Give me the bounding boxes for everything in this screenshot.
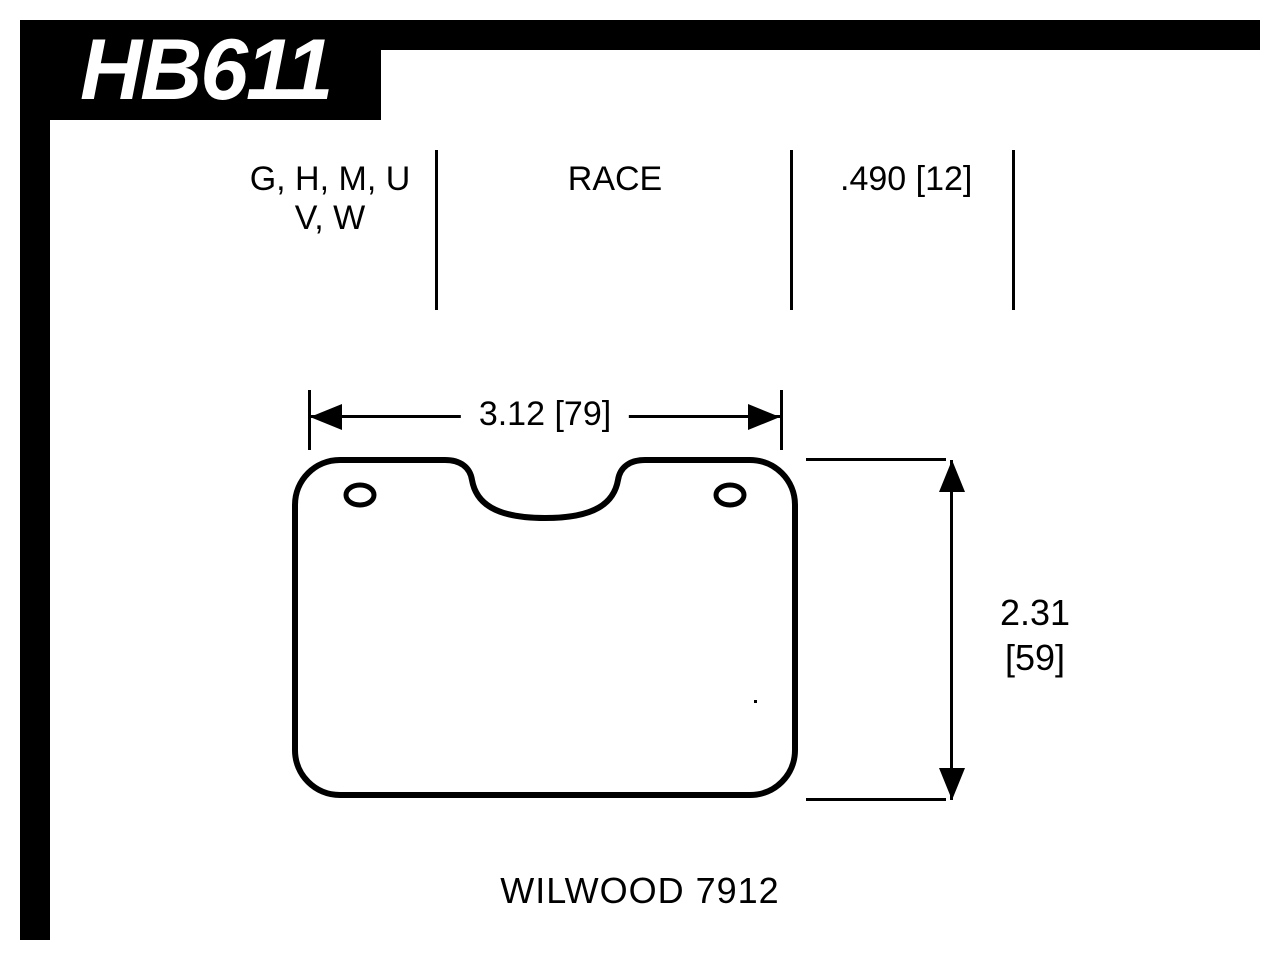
frame-left-border: [20, 20, 50, 940]
speck: [754, 700, 757, 703]
info-divider-3: [1012, 150, 1015, 310]
compound-codes-line1: G, H, M, U: [250, 160, 411, 198]
width-dim-label: 3.12 [79]: [461, 395, 629, 434]
arrow-up-icon: [939, 460, 965, 492]
width-extension-right: [780, 390, 783, 450]
height-mm: [59]: [1005, 637, 1065, 678]
info-divider-2: [790, 150, 793, 310]
thickness-inches: .490: [840, 160, 906, 198]
bolt-hole-left: [346, 485, 374, 505]
width-dimension: 3.12 [79]: [310, 385, 780, 445]
bolt-hole-right: [716, 485, 744, 505]
thickness-mm: [12]: [916, 160, 973, 198]
width-inches: 3.12: [479, 395, 545, 433]
part-number-title: HB611: [40, 20, 381, 120]
width-mm: [79]: [554, 395, 611, 433]
height-inches: 2.31: [1000, 592, 1070, 633]
compound-codes: G, H, M, U V, W: [230, 160, 430, 238]
arrow-down-icon: [939, 768, 965, 800]
height-dim-line: [950, 460, 953, 800]
brake-pad-outline: [290, 455, 800, 800]
category-label: RACE: [540, 160, 690, 199]
height-dim-label: 2.31 [59]: [1000, 590, 1070, 680]
part-name-label: WILWOOD 7912: [0, 870, 1280, 912]
info-divider-1: [435, 150, 438, 310]
compound-codes-line2: V, W: [295, 199, 366, 237]
arrow-left-icon: [310, 404, 342, 430]
thickness-value: .490 [12]: [840, 160, 1040, 199]
height-dimension: [920, 460, 980, 800]
pad-outer-path: [295, 460, 795, 795]
arrow-right-icon: [748, 404, 780, 430]
